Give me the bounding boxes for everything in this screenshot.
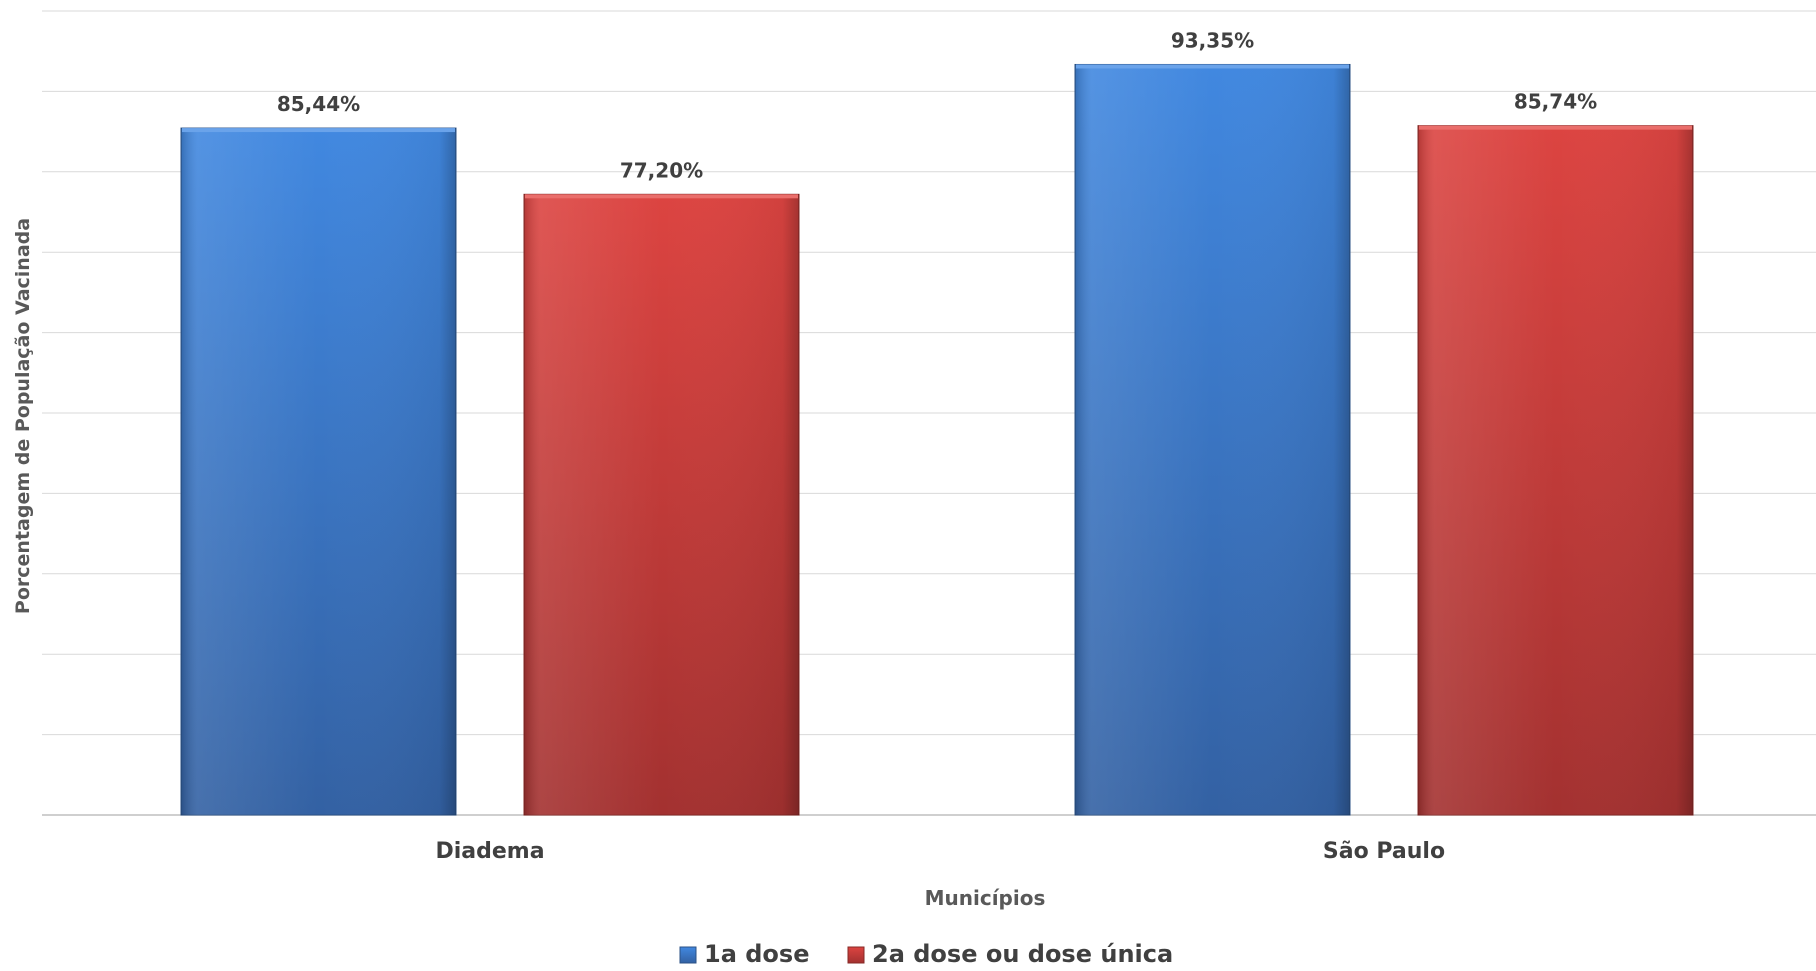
bar-diadema-first-dose (180, 127, 457, 816)
bar-sao-paulo-second-dose (1417, 125, 1694, 816)
bar-diadema-second-dose (523, 193, 800, 816)
data-label-sao-paulo-first-dose: 93,35% (1171, 28, 1254, 52)
legend-swatch (847, 946, 865, 964)
x-tick-label-sao-paulo: São Paulo (1323, 839, 1445, 864)
legend: 1a dose 2a dose ou dose única (679, 940, 1173, 968)
data-labels: 85,44% 77,20% 93,35% 85,74% (277, 28, 1597, 182)
legend-item-second-dose: 2a dose ou dose única (847, 940, 1173, 968)
y-axis-label: Porcentagem de População Vacinada (12, 218, 34, 614)
data-label-diadema-second-dose: 77,20% (620, 158, 703, 182)
bar-sao-paulo-first-dose (1074, 63, 1351, 816)
legend-label: 1a dose (704, 940, 809, 966)
x-tick-labels: Diadema São Paulo (435, 839, 1445, 864)
legend-item-first-dose: 1a dose (679, 940, 809, 968)
data-label-diadema-first-dose: 85,44% (277, 92, 360, 116)
data-label-sao-paulo-second-dose: 85,74% (1514, 90, 1597, 114)
legend-swatch (679, 946, 697, 964)
legend-label: 2a dose ou dose única (872, 940, 1173, 966)
x-axis-label: Municípios (925, 886, 1046, 910)
x-tick-label-diadema: Diadema (435, 839, 544, 864)
bars (180, 63, 1694, 816)
